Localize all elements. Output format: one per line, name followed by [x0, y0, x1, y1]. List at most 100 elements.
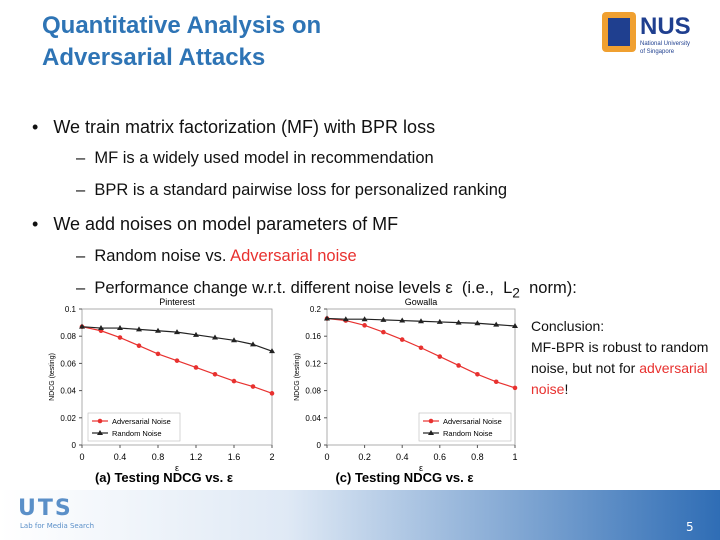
y-axis-label: NDCG (testing) — [49, 353, 56, 401]
lab-name: Lab for Media Search — [20, 522, 95, 530]
marker — [399, 317, 406, 323]
marker — [136, 326, 142, 332]
marker — [361, 316, 368, 322]
legend-marker — [428, 418, 434, 424]
y-tick-label: 0.16 — [305, 332, 321, 341]
plot-frame — [81, 308, 273, 446]
y-tick-label: 0.02 — [60, 414, 76, 423]
chart-panel — [44, 298, 284, 488]
x-axis-label: ε — [419, 463, 423, 473]
y-tick-label: 0.2 — [310, 305, 322, 314]
sub-text: norm): — [519, 279, 577, 297]
footer-bar — [0, 490, 720, 540]
sub-text: MF is a widely used model in recommendat… — [94, 149, 434, 167]
marker — [512, 323, 518, 328]
marker — [193, 331, 199, 337]
caption: (a) Testing NDCG vs. ε — [95, 470, 233, 485]
marker — [436, 318, 443, 324]
marker — [381, 329, 386, 335]
x-tick-label: 2 — [269, 452, 274, 462]
conclusion-body: MF-BPR is robust to random noise, but no… — [531, 339, 709, 376]
marker — [418, 318, 424, 324]
y-tick-label: 0.04 — [60, 387, 76, 396]
marker — [456, 363, 461, 368]
marker — [98, 325, 104, 331]
y-tick-label: 0.08 — [305, 387, 321, 396]
logo-name: NUS — [640, 13, 691, 40]
x-tick-label: 0.6 — [434, 452, 447, 462]
marker — [250, 384, 256, 389]
legend-label: Adversarial Noise — [443, 417, 502, 426]
marker — [474, 320, 481, 326]
chart-title: Gowalla — [405, 297, 438, 307]
marker — [231, 337, 237, 343]
marker — [269, 391, 275, 396]
highlight: Adversarial noise — [230, 247, 357, 265]
y-tick-label: 0.06 — [60, 359, 76, 368]
conclusion-heading: Conclusion: — [531, 318, 605, 334]
bullet: • We add noises on model parameters of M… — [32, 214, 399, 234]
crest-inner — [608, 18, 630, 46]
marker — [212, 334, 218, 340]
sub-bullet: – BPR is a standard pairwise loss for pe… — [76, 181, 508, 199]
x-tick-label: 0.8 — [152, 452, 165, 462]
legend-marker — [97, 418, 103, 424]
marker — [193, 365, 199, 370]
x-tick-label: 0.2 — [358, 452, 371, 462]
marker — [250, 341, 256, 347]
marker — [380, 316, 387, 322]
sub-bullet: – Performance change w.r.t. different no… — [76, 279, 577, 301]
marker — [342, 316, 349, 322]
page-number: 5 — [686, 520, 694, 534]
title-line: Quantitative Analysis on — [42, 12, 322, 39]
uts-logo: UTS — [18, 496, 73, 521]
marker — [362, 323, 367, 328]
x-tick-label: 0.4 — [396, 452, 409, 462]
marker — [324, 315, 330, 321]
bullet: • We train matrix factorization (MF) wit… — [32, 117, 436, 137]
x-tick-label: 0.8 — [471, 452, 484, 462]
x-tick-label: 1.2 — [190, 452, 203, 462]
y-axis-label: NDCG (testing) — [294, 353, 301, 401]
logo-sub: National University — [640, 41, 690, 47]
sub-bullet: – MF is a widely used model in recommend… — [76, 149, 434, 167]
chart-title: Pinterest — [159, 297, 195, 307]
legend-label: Adversarial Noise — [112, 417, 171, 426]
marker — [418, 345, 424, 351]
title-line: Adversarial Attacks — [42, 44, 266, 71]
marker — [155, 327, 161, 333]
marker — [493, 379, 499, 385]
x-tick-label: 0 — [324, 452, 329, 462]
marker — [117, 335, 123, 340]
y-tick-label: 0.04 — [305, 414, 321, 423]
marker — [493, 321, 500, 327]
slide-title: Quantitative Analysis on Adversarial Atta… — [42, 10, 321, 74]
marker — [231, 378, 237, 384]
marker — [212, 371, 218, 377]
marker — [155, 351, 161, 357]
nus-logo: NUS National University of Singapore — [602, 12, 691, 55]
sub-text: Performance change w.r.t. different nois… — [94, 279, 513, 297]
y-tick-label: 0 — [317, 441, 322, 450]
legend-marker — [428, 430, 434, 435]
bullet-text: We train matrix factorization (MF) with … — [53, 117, 436, 137]
y-tick-label: 0.12 — [305, 359, 321, 368]
marker — [269, 348, 275, 354]
x-axis-label: ε — [175, 463, 179, 473]
marker — [174, 329, 180, 335]
marker — [136, 343, 142, 349]
x-tick-label: 0 — [79, 452, 84, 462]
marker — [475, 371, 480, 377]
legend-box — [87, 412, 181, 442]
y-tick-label: 0.08 — [60, 332, 76, 341]
sub-text: Random noise vs. — [94, 247, 231, 265]
x-tick-label: 0.4 — [114, 452, 127, 462]
caption: (c) Testing NDCG vs. ε — [335, 470, 473, 485]
sub-text: BPR is a standard pairwise loss for pers… — [94, 181, 508, 199]
bullet-text: We add noises on model parameters of MF — [53, 214, 399, 234]
conclusion-end: ! — [564, 381, 569, 397]
highlight: adversarial noise — [531, 360, 708, 397]
legend-box — [418, 412, 512, 442]
